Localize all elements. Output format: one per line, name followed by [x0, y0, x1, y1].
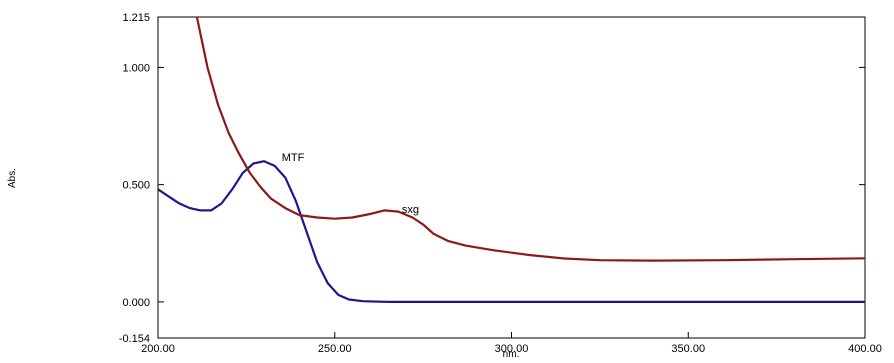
- series-labels: MTF sxg: [282, 152, 419, 216]
- series-line-mtf: [157, 160, 865, 303]
- plot-frame: [157, 16, 866, 339]
- x-tick-label: 350.00: [671, 343, 705, 355]
- x-tick-label: 200.00: [141, 343, 175, 355]
- y-axis-label: Abs.: [7, 168, 18, 188]
- series-label-mtf: MTF: [282, 152, 305, 164]
- y-tick-label: 0.000: [122, 297, 150, 309]
- y-tick-label: 1.215: [122, 12, 150, 24]
- x-tick-label: 250.00: [318, 343, 352, 355]
- series-lines: [157, 16, 866, 303]
- series-label-sxg: sxg: [402, 204, 419, 216]
- y-tick-label: 0.500: [122, 180, 150, 192]
- series-line-sxg: [195, 16, 866, 262]
- x-tick-label: 300.00: [495, 343, 529, 355]
- axis-ticks: -0.154 0.000 0.500 1.000 1.215 200.00 250.00 30…: [119, 12, 882, 355]
- y-tick-label: 1.000: [122, 62, 150, 74]
- x-axis-label: nm.: [503, 349, 520, 360]
- y-tick-label: -0.154: [119, 333, 150, 345]
- x-tick-label: 400.00: [848, 343, 882, 355]
